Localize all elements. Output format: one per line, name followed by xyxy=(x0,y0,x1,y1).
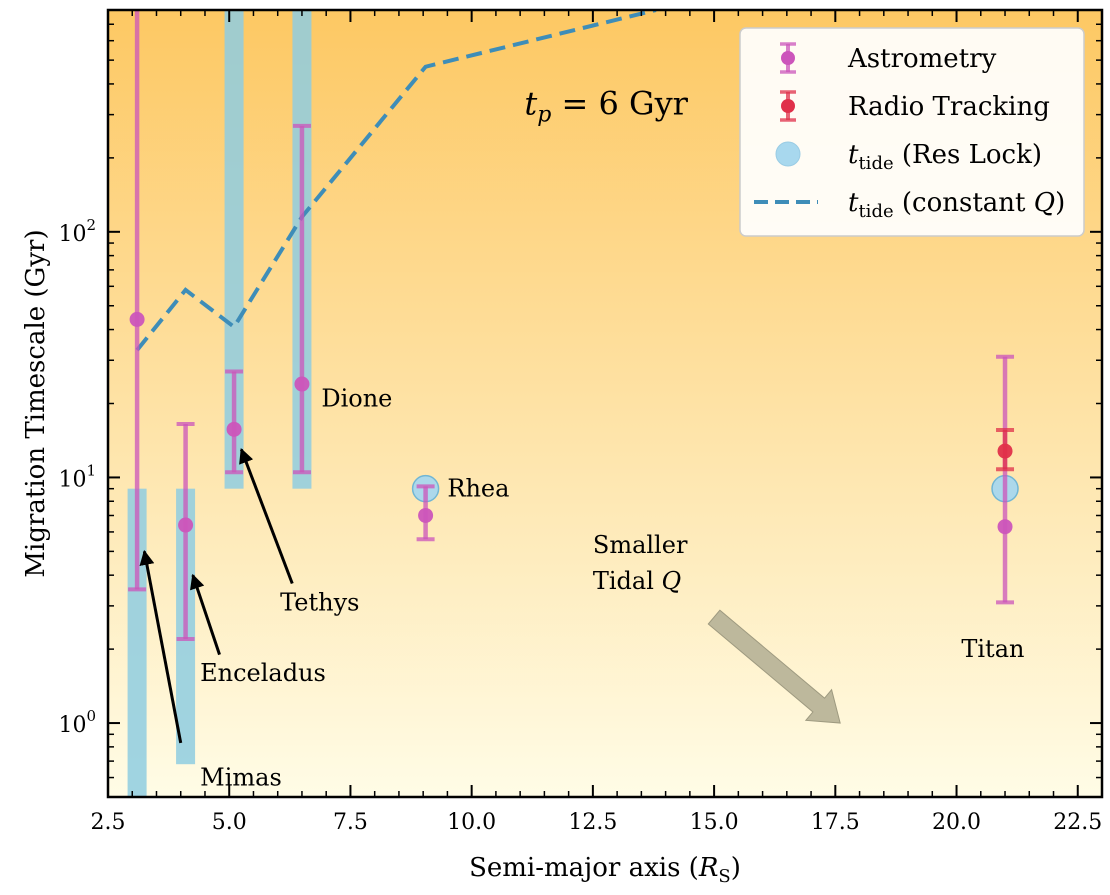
legend-label-close: ) xyxy=(1055,188,1065,218)
astrometry-point-rhea xyxy=(416,484,435,542)
legend-label-rest: (constant xyxy=(894,188,1034,218)
legend-marker xyxy=(781,99,795,113)
plot-area xyxy=(127,10,1019,797)
data-point xyxy=(997,443,1013,459)
y-tick-exp: 1 xyxy=(86,461,96,479)
legend-item: ttide (constant Q) xyxy=(754,188,1065,222)
astrometry-point-dione xyxy=(292,123,311,475)
x-axis-title-main: Semi-major axis ( xyxy=(469,853,699,883)
legend-box xyxy=(739,27,1085,237)
tp-symbol: t xyxy=(524,85,537,123)
data-point xyxy=(129,311,145,327)
smaller-q-line1: Smaller xyxy=(593,531,688,559)
legend-label: ttide (constant Q) xyxy=(848,188,1065,222)
label-titan: Titan xyxy=(961,635,1024,663)
data-point xyxy=(294,376,310,392)
x-tick-label: 12.5 xyxy=(568,810,617,835)
label-tethys: Tethys xyxy=(280,588,359,616)
x-axis-title-close: ) xyxy=(731,853,741,883)
y-tick-base: 10 xyxy=(58,467,86,492)
tp-value: = 6 Gyr xyxy=(551,85,688,123)
legend-marker xyxy=(781,51,795,65)
astrometry-point-enceladus xyxy=(176,422,195,641)
astrometry-point-titan xyxy=(996,354,1015,605)
label-dione: Dione xyxy=(321,384,392,412)
y-tick-label: 102 xyxy=(58,216,96,247)
annotation-arrow-mimas xyxy=(139,549,183,744)
y-tick-exp: 0 xyxy=(86,707,96,725)
x-tick-label: 5.0 xyxy=(212,810,247,835)
x-tick-label: 17.5 xyxy=(811,810,860,835)
legend-marker xyxy=(775,141,801,167)
legend-item: ttide (Res Lock) xyxy=(775,140,1042,174)
data-point xyxy=(226,421,242,437)
annotation-arrow-enceladus xyxy=(190,573,221,656)
legend-label: ttide (Res Lock) xyxy=(848,140,1042,174)
annotation-arrow-tethys xyxy=(239,448,294,585)
legend-item: Radio Tracking xyxy=(780,90,1050,122)
data-point xyxy=(178,517,194,533)
legend-label: Astrometry xyxy=(847,44,997,74)
x-tick-label: 20.0 xyxy=(932,810,981,835)
astrometry-point-mimas xyxy=(128,10,147,592)
smaller-q-italic: Q xyxy=(662,567,682,595)
data-point xyxy=(418,507,434,523)
tp-subscript: p xyxy=(537,103,551,128)
legend-label: Radio Tracking xyxy=(848,92,1050,122)
legend-label-t: t xyxy=(848,188,859,218)
y-tick-exp: 2 xyxy=(86,216,96,234)
res-lock-band xyxy=(224,10,244,489)
radio-point-titan xyxy=(996,428,1015,472)
legend-label-q: Q xyxy=(1034,188,1055,218)
constant-q-line xyxy=(135,10,657,352)
legend-label-sub: tide xyxy=(858,201,893,222)
y-tick-label: 100 xyxy=(58,707,96,738)
x-tick-label: 15.0 xyxy=(690,810,739,835)
y-tick-label: 101 xyxy=(58,461,96,492)
smaller-q-prefix: Tidal xyxy=(593,567,662,595)
x-axis-title-symbol: R xyxy=(698,853,719,883)
y-tick-base: 10 xyxy=(58,222,86,247)
y-tick-base: 10 xyxy=(58,713,86,738)
legend-item: Astrometry xyxy=(780,42,997,74)
x-tick-label: 22.5 xyxy=(1053,810,1102,835)
x-tick-label: 7.5 xyxy=(333,810,368,835)
smaller-q-arrow xyxy=(707,609,841,724)
x-axis-title-sub: S xyxy=(718,866,730,887)
astrometry-point-tethys xyxy=(225,369,244,475)
tp-annotation: tp = 6 Gyr xyxy=(524,85,688,128)
legend-label-t: t xyxy=(848,140,859,170)
x-tick-label: 10.0 xyxy=(447,810,496,835)
legend-label-rest: (Res Lock) xyxy=(894,140,1042,170)
label-mimas: Mimas xyxy=(200,764,282,792)
label-rhea: Rhea xyxy=(447,475,509,503)
x-axis-title: Semi-major axis (RS) xyxy=(469,853,741,887)
x-tick-label: 2.5 xyxy=(91,810,126,835)
y-axis-title: Migration Timescale (Gyr) xyxy=(21,229,51,577)
smaller-q-line2: Tidal Q xyxy=(593,567,681,595)
data-point xyxy=(997,519,1013,535)
label-enceladus: Enceladus xyxy=(200,659,326,687)
legend-label-sub: tide xyxy=(858,153,893,174)
